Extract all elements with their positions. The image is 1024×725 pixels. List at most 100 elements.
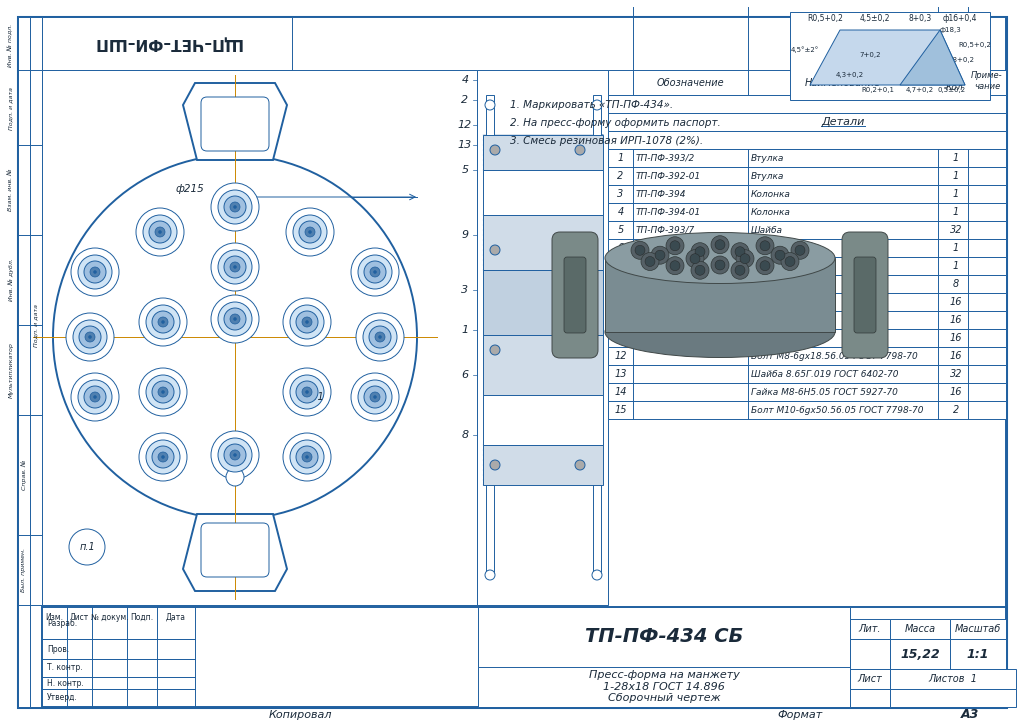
- Text: 141: 141: [305, 392, 325, 402]
- Text: 16: 16: [949, 333, 963, 343]
- Text: ф18,3: ф18,3: [939, 27, 961, 33]
- Circle shape: [370, 392, 380, 402]
- Bar: [608, 311, 1006, 329]
- Text: Лист: Лист: [70, 613, 89, 621]
- Text: ТП-ПФ-392-01: ТП-ПФ-392-01: [636, 172, 701, 181]
- Bar: [890, 689, 1016, 707]
- Circle shape: [795, 245, 805, 255]
- Text: Н. контр.: Н. контр.: [47, 679, 84, 687]
- Text: 9: 9: [617, 297, 624, 307]
- Circle shape: [666, 237, 684, 254]
- Text: Подп.: Подп.: [130, 613, 154, 621]
- Circle shape: [78, 255, 112, 289]
- Circle shape: [771, 247, 790, 264]
- Circle shape: [230, 450, 240, 460]
- Circle shape: [152, 446, 174, 468]
- Bar: [608, 383, 1006, 401]
- Text: Масштаб: Масштаб: [954, 624, 1001, 634]
- Circle shape: [90, 267, 100, 277]
- Circle shape: [224, 196, 246, 218]
- Text: Лит.: Лит.: [859, 624, 882, 634]
- Text: Приме-
чание: Приме- чание: [971, 71, 1002, 91]
- Ellipse shape: [605, 307, 835, 357]
- Circle shape: [695, 265, 705, 276]
- Circle shape: [302, 387, 312, 397]
- Text: Детали: Детали: [821, 117, 864, 127]
- Text: 16: 16: [949, 297, 963, 307]
- Circle shape: [358, 380, 392, 414]
- Circle shape: [158, 317, 168, 327]
- Text: 2: 2: [953, 405, 959, 415]
- Circle shape: [69, 529, 105, 565]
- Text: 6: 6: [462, 370, 469, 380]
- Text: Сборочный чертеж: Сборочный чертеж: [607, 693, 720, 703]
- Circle shape: [374, 396, 377, 399]
- Circle shape: [711, 236, 729, 254]
- Text: Знак: Знак: [751, 315, 773, 325]
- Text: 2: 2: [462, 95, 469, 105]
- Bar: [483, 215, 603, 270]
- Circle shape: [293, 215, 327, 249]
- Text: 4: 4: [617, 207, 624, 217]
- Circle shape: [670, 241, 680, 251]
- Circle shape: [358, 255, 392, 289]
- Bar: [890, 619, 950, 639]
- Circle shape: [715, 240, 725, 249]
- Text: 4,3+0,2: 4,3+0,2: [836, 72, 864, 78]
- Circle shape: [93, 396, 96, 399]
- Circle shape: [230, 262, 240, 272]
- Bar: [608, 203, 1006, 221]
- Circle shape: [150, 221, 171, 243]
- Bar: [483, 395, 603, 445]
- Bar: [850, 639, 890, 669]
- Bar: [608, 365, 1006, 383]
- Bar: [850, 689, 890, 707]
- Text: R0,8+0,2: R0,8+0,2: [941, 57, 975, 63]
- Text: 12: 12: [458, 120, 472, 130]
- Text: Пресс-форма на манжету: Пресс-форма на манжету: [589, 670, 739, 680]
- Text: 1: 1: [617, 153, 624, 163]
- Circle shape: [136, 208, 184, 256]
- Circle shape: [286, 208, 334, 256]
- Text: Гайка M8-6H5.05 ГОСТ 5927-70: Гайка M8-6H5.05 ГОСТ 5927-70: [751, 387, 898, 397]
- Text: 1: 1: [953, 189, 959, 199]
- Bar: [608, 70, 1006, 95]
- Circle shape: [735, 265, 745, 276]
- FancyBboxPatch shape: [552, 232, 598, 358]
- Circle shape: [233, 318, 237, 320]
- Circle shape: [66, 313, 114, 361]
- Circle shape: [575, 345, 585, 355]
- Text: 13: 13: [614, 369, 627, 379]
- Circle shape: [290, 305, 324, 339]
- Text: Мультипликатор: Мультипликатор: [8, 342, 13, 398]
- Bar: [790, 12, 990, 100]
- Circle shape: [711, 256, 729, 274]
- Circle shape: [155, 227, 165, 237]
- Text: ТП-ПФ-434.3: ТП-ПФ-434.3: [636, 334, 695, 342]
- Circle shape: [308, 231, 311, 233]
- Text: 12: 12: [614, 351, 627, 361]
- Circle shape: [575, 245, 585, 255]
- Circle shape: [760, 261, 770, 270]
- Circle shape: [158, 452, 168, 462]
- Text: 5: 5: [462, 165, 469, 175]
- Text: Подп. и дата: Подп. и дата: [8, 86, 13, 130]
- Circle shape: [84, 261, 106, 283]
- Circle shape: [374, 270, 377, 273]
- Circle shape: [71, 373, 119, 421]
- Circle shape: [490, 245, 500, 255]
- Text: 2: 2: [617, 171, 624, 181]
- Text: 1: 1: [462, 325, 469, 335]
- Bar: [608, 113, 1006, 131]
- Circle shape: [73, 320, 106, 354]
- Circle shape: [651, 247, 669, 264]
- Text: 1: 1: [953, 243, 959, 253]
- Circle shape: [283, 298, 331, 346]
- Circle shape: [490, 145, 500, 155]
- FancyBboxPatch shape: [854, 257, 876, 333]
- Text: 8: 8: [953, 279, 959, 289]
- Circle shape: [224, 256, 246, 278]
- Bar: [483, 170, 603, 215]
- Text: Формат: Формат: [777, 710, 822, 720]
- Circle shape: [655, 250, 665, 260]
